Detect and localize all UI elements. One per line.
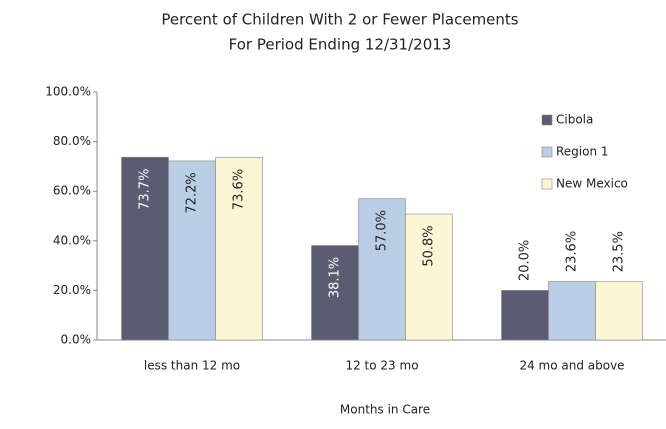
data-label: 50.8% — [422, 225, 437, 266]
data-label: 73.6% — [232, 169, 247, 210]
data-label: 23.5% — [612, 231, 627, 272]
bar — [215, 157, 263, 341]
data-label: 20.0% — [518, 240, 533, 281]
bar — [168, 160, 216, 341]
legend-swatch — [541, 178, 553, 190]
x-tick-label: 12 to 23 mo — [345, 359, 418, 373]
data-label: 72.2% — [185, 172, 200, 213]
chart-title: Percent of Children With 2 or Fewer Plac… — [161, 11, 518, 29]
legend-label: Region 1 — [556, 145, 609, 159]
bar — [548, 281, 596, 341]
bar — [501, 290, 549, 341]
legend-swatch — [541, 146, 553, 158]
data-label: 23.6% — [565, 231, 580, 272]
data-label: 73.7% — [138, 169, 153, 210]
bar — [595, 281, 643, 341]
x-tick-label: less than 12 mo — [144, 359, 240, 373]
chart-subtitle: For Period Ending 12/31/2013 — [229, 36, 452, 54]
legend-label: New Mexico — [556, 177, 628, 191]
x-axis-label: Months in Care — [340, 403, 430, 417]
y-tick-label: 0.0% — [61, 333, 92, 347]
data-label: 57.0% — [375, 210, 390, 251]
x-tick-label: 24 mo and above — [519, 359, 624, 373]
legend-label: Cibola — [556, 113, 593, 127]
y-tick-label: 20.0% — [53, 283, 91, 297]
y-tick-label: 80.0% — [53, 134, 91, 148]
bar — [405, 213, 453, 341]
y-tick-label: 100.0% — [45, 85, 91, 99]
y-tick-label: 60.0% — [53, 184, 91, 198]
y-tick-label: 40.0% — [53, 233, 91, 247]
bar — [121, 156, 169, 341]
legend-swatch — [541, 114, 553, 126]
data-label: 38.1% — [328, 257, 343, 298]
